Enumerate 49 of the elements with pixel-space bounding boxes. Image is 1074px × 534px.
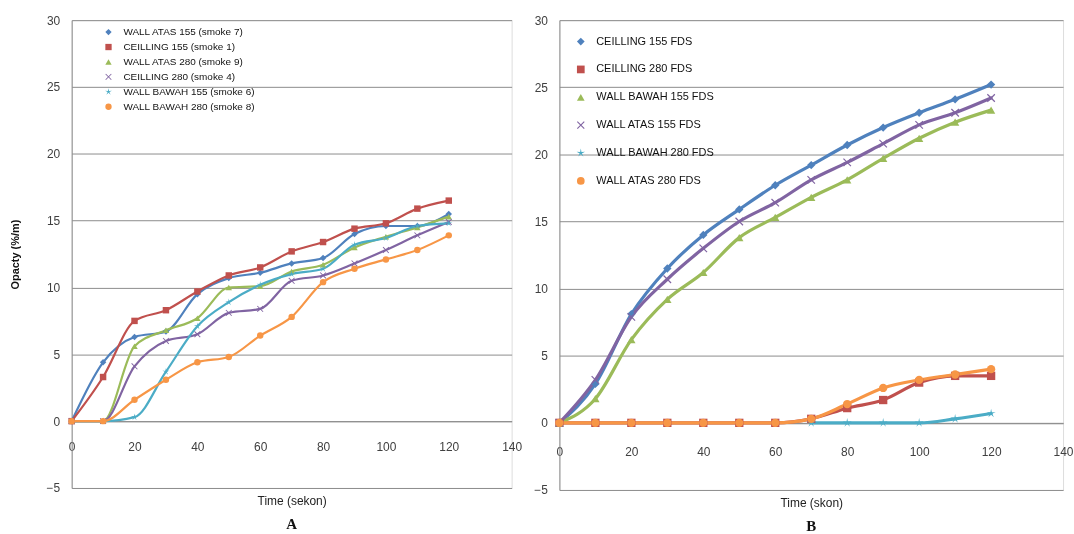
y-tick-label: 20 — [46, 147, 61, 162]
y-tick-label: −5 — [534, 483, 549, 498]
x-tick-label: 120 — [981, 445, 1002, 460]
y-tick-label: 10 — [46, 280, 61, 295]
y-tick-label: 10 — [534, 282, 549, 297]
y-tick-label: 25 — [46, 80, 61, 95]
legend-label: CEILLING 280 FDS — [596, 62, 693, 75]
y-tick-label: 30 — [534, 13, 549, 28]
y-tick-label: 30 — [46, 13, 61, 28]
y-tick-label: 0 — [541, 416, 549, 431]
x-tick-label: 100 — [909, 445, 930, 460]
legend-label: WALL ATAS 155 (smoke 7) — [123, 26, 243, 38]
y-tick-label: 5 — [53, 347, 61, 362]
x-axis-title: Time (skon) — [780, 496, 844, 511]
legend-label: WALL BAWAH 280 FDS — [596, 146, 714, 159]
x-tick-label: 80 — [316, 439, 331, 454]
x-tick-label: 60 — [254, 439, 268, 454]
y-axis-title: Opacty (%/m) — [8, 219, 21, 290]
x-tick-label: 140 — [502, 439, 523, 454]
y-tick-label: −5 — [46, 481, 61, 496]
legend-label: WALL ATAS 155 FDS — [596, 118, 701, 131]
x-tick-label: 20 — [625, 445, 639, 460]
legend-label: CEILLING 155 FDS — [596, 34, 693, 47]
y-tick-label: 15 — [534, 214, 549, 229]
x-tick-label: 40 — [191, 439, 205, 454]
legend-label: WALL ATAS 280 (smoke 9) — [123, 55, 243, 67]
y-tick-label: 0 — [53, 414, 61, 429]
y-tick-label: 25 — [534, 80, 549, 95]
x-axis-title: Time (sekon) — [257, 494, 327, 509]
x-tick-label: 140 — [1053, 445, 1074, 460]
x-tick-label: 40 — [697, 445, 711, 460]
x-tick-label: 100 — [376, 439, 397, 454]
legend-label: WALL BAWAH 155 FDS — [596, 90, 714, 103]
y-tick-label: 20 — [534, 147, 549, 162]
x-tick-label: 20 — [128, 439, 143, 454]
x-tick-label: 60 — [769, 445, 783, 460]
x-tick-label: 120 — [439, 439, 460, 454]
legend-label: WALL BAWAH 280 (smoke 8) — [123, 100, 255, 112]
legend-label: WALL ATAS 280 FDS — [596, 173, 701, 186]
x-tick-label: 80 — [841, 445, 855, 460]
legend-label: CEILLING 280 (smoke 4) — [123, 70, 235, 82]
x-tick-label: 0 — [68, 439, 76, 454]
y-tick-label: 15 — [46, 214, 61, 229]
legend-label: WALL BAWAH 155 (smoke 6) — [123, 85, 255, 97]
text: B — [806, 517, 817, 534]
y-tick-label: 5 — [541, 349, 549, 364]
x-tick-label: 0 — [556, 445, 564, 460]
legend-label: CEILLING 155 (smoke 1) — [123, 41, 235, 53]
text: A — [286, 515, 298, 532]
